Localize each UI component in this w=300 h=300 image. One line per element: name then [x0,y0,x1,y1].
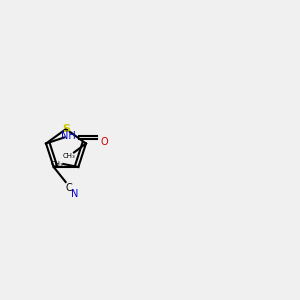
Text: C: C [65,183,72,193]
Text: O: O [101,137,108,147]
Text: CH₃: CH₃ [51,161,64,167]
Text: NH: NH [61,131,76,141]
Text: CH₃: CH₃ [63,152,76,158]
Text: N: N [71,189,78,199]
Text: S: S [62,124,70,134]
